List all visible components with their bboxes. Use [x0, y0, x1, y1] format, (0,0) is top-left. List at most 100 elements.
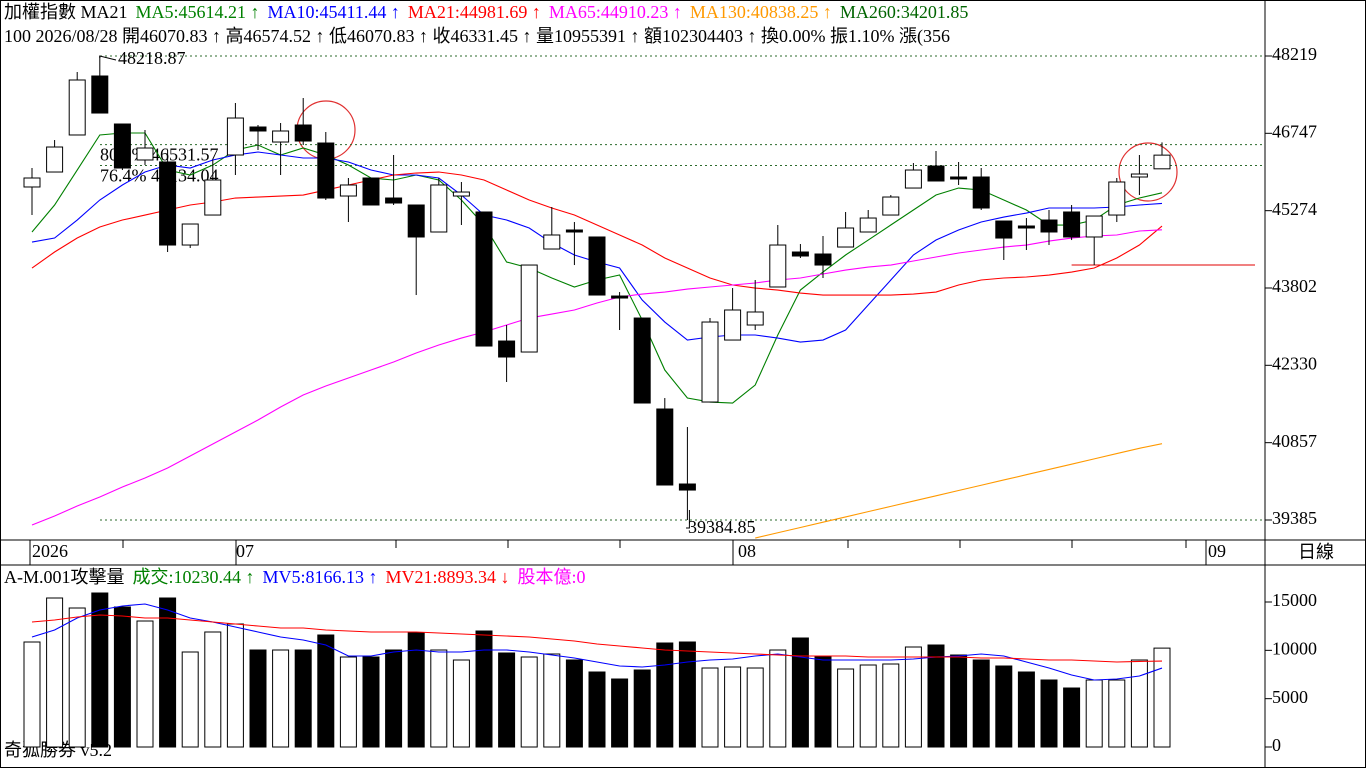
legend-entry: 股本億:0 — [518, 567, 586, 587]
y-tick-label: 45274 — [1272, 199, 1317, 219]
candle-body — [1153, 154, 1171, 170]
volume-bar — [950, 654, 968, 748]
candle-body — [136, 147, 154, 161]
volume-bar — [724, 666, 742, 748]
candle-body — [1040, 219, 1058, 233]
candle-body — [701, 321, 719, 403]
legend-entry: MA5:45614.21 ↑ — [136, 2, 260, 22]
volume-bar — [430, 649, 448, 748]
candle-body — [904, 169, 922, 189]
candle-body — [837, 227, 855, 248]
volume-bar — [904, 646, 922, 748]
volume-bar — [317, 634, 335, 748]
volume-bar — [1063, 687, 1081, 748]
volume-bar — [746, 667, 764, 748]
candle-body — [46, 146, 64, 173]
volume-bar — [204, 631, 222, 748]
volume-bar — [272, 649, 290, 748]
candle-body — [1017, 225, 1035, 229]
candle-body — [927, 165, 945, 182]
candle-body — [498, 340, 516, 358]
ma-line — [755, 443, 1163, 539]
candle-body — [181, 223, 199, 246]
legend-entry: MA21:44981.69 ↑ — [408, 2, 541, 22]
candle-body — [678, 483, 696, 491]
y-tick-label: 5000 — [1272, 687, 1308, 707]
candle-body — [633, 317, 651, 404]
ma-line — [31, 614, 1163, 663]
volume-bar — [362, 656, 380, 748]
volume-title: A-M.001攻擊量 — [4, 567, 125, 587]
x-tick-label: 07 — [236, 541, 254, 561]
y-tick-label: 42330 — [1272, 353, 1317, 373]
y-tick-label: 48219 — [1272, 44, 1317, 64]
y-tick-label: 43802 — [1272, 276, 1317, 296]
quote-info: 100 2026/08/28 開46070.83 ↑ 高46574.52 ↑ 低… — [4, 26, 950, 47]
volume-bar — [181, 651, 199, 748]
period-label: 日線 — [1298, 542, 1334, 562]
volume-bar — [814, 655, 832, 748]
legend-entry: MA130:40838.25 ↑ — [690, 2, 832, 22]
volume-bar — [498, 652, 516, 748]
candle-body — [746, 311, 764, 326]
x-tick-label: 08 — [738, 541, 756, 561]
volume-bar — [407, 632, 425, 748]
volume-bar — [91, 592, 109, 748]
volume-bar — [837, 668, 855, 748]
leader-line — [686, 509, 690, 529]
volume-bar — [1085, 679, 1103, 748]
candle-body — [68, 79, 86, 136]
candle-body — [204, 179, 222, 216]
ma-line — [31, 603, 1163, 681]
candle-body — [950, 176, 968, 180]
y-tick-label: 46747 — [1272, 121, 1317, 141]
volume-bar — [136, 620, 154, 748]
candle-body — [475, 211, 493, 347]
candle-body — [226, 117, 244, 156]
candle-body — [1108, 181, 1126, 216]
legend-entry: 成交:10230.44 ↑ — [133, 567, 255, 587]
volume-bar — [23, 641, 41, 748]
y-tick-label: 40857 — [1272, 431, 1317, 451]
candle-body — [882, 196, 900, 216]
high-label: 48218.87 — [118, 48, 186, 68]
legend-entry: MV21:8893.34 ↓ — [386, 567, 510, 587]
candle-body — [23, 177, 41, 188]
volume-bar — [656, 642, 674, 748]
volume-bar — [1040, 679, 1058, 748]
candle-body — [91, 75, 109, 114]
volume-bar — [385, 649, 403, 748]
candle-body — [769, 244, 787, 288]
x-tick-label: 09 — [1208, 541, 1226, 561]
volume-bar — [769, 649, 787, 748]
volume-bar — [1153, 647, 1171, 748]
y-tick-label: 15000 — [1272, 590, 1317, 610]
y-tick-label: 0 — [1272, 735, 1281, 755]
legend-entry: MA260:34201.85 — [840, 2, 969, 22]
volume-bar — [972, 659, 990, 748]
volume-bar — [1108, 679, 1126, 748]
candle-body — [724, 309, 742, 341]
candle-body — [159, 161, 177, 246]
candle-body — [791, 251, 809, 257]
candle-body — [407, 204, 425, 238]
volume-bar — [565, 659, 583, 748]
volume-bar — [927, 644, 945, 748]
volume-bar — [588, 671, 606, 748]
candle-body — [362, 177, 380, 206]
y-tick-label: 10000 — [1272, 638, 1317, 658]
candle-body — [1130, 173, 1148, 178]
y-tick-label: 39385 — [1272, 508, 1317, 528]
legend: 加權指數 MA21 MA5:45614.21 ↑ MA10:45411.44 ↑ MA… — [4, 2, 968, 22]
candle-body — [543, 234, 561, 250]
volume-bar — [339, 656, 357, 748]
volume-bar — [520, 656, 538, 748]
volume-bar — [46, 597, 64, 748]
volume-bar — [543, 653, 561, 748]
volume-bar — [249, 649, 267, 748]
date-ticks — [29, 540, 1207, 565]
candle-body — [452, 191, 470, 197]
volume-bar — [452, 659, 470, 748]
candle-body — [317, 142, 335, 199]
